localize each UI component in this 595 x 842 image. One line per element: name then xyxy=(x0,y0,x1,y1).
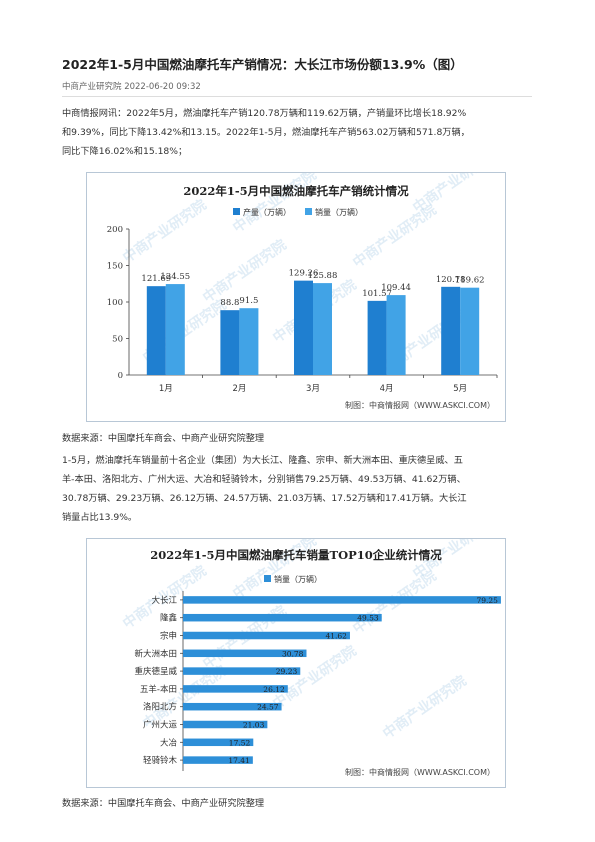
y-tick-label: 0 xyxy=(118,371,123,381)
source-note-2: 数据来源：中国摩托车商会、中商产业研究院整理 xyxy=(62,794,264,813)
bar xyxy=(313,283,332,375)
y-tick-label: 150 xyxy=(107,262,123,272)
bar xyxy=(183,738,254,747)
category-label: 新大洲本田 xyxy=(134,648,177,659)
data-label: 124.55 xyxy=(160,272,190,282)
bar xyxy=(183,685,288,693)
intro-paragraph: 中商情报网讯：2022年5月，燃油摩托车产销120.78万辆和119.62万辆，… xyxy=(62,104,470,161)
source-line: 数据来源：中国摩托车商会、中商产业研究院整理 xyxy=(62,798,265,809)
data-label: 29.23 xyxy=(276,667,298,676)
category-label: 洛阳北方 xyxy=(143,702,177,713)
bar xyxy=(183,667,301,675)
bar xyxy=(183,631,350,640)
top10-line: 羊-本田、洛阳北方、广州大运、大冶和轻骑铃木，分别销售79.25万辆、49.53… xyxy=(62,474,466,485)
watermark-text: 中商产业研究院 xyxy=(230,173,320,236)
bar xyxy=(386,295,406,375)
data-label: 125.88 xyxy=(308,271,338,281)
bar xyxy=(441,286,461,375)
bar xyxy=(146,286,166,375)
article-source-date: 中商产业研究院 2022-06-20 09:32 xyxy=(62,82,201,92)
top10-line: 30.78万辆、29.23万辆、26.12万辆、24.57万辆、21.03万辆、… xyxy=(62,493,467,504)
bar xyxy=(183,720,268,729)
data-label: 30.78 xyxy=(282,649,304,658)
category-label: 五羊-本田 xyxy=(140,684,177,695)
bar xyxy=(183,756,253,764)
category-label: 大长江 xyxy=(151,595,177,606)
category-label: 1月 xyxy=(159,384,173,394)
source-note-1: 数据来源：中国摩托车商会、中商产业研究院整理 xyxy=(62,429,264,448)
top10-line: 销量占比13.9%。 xyxy=(62,512,138,523)
data-label: 101.57 xyxy=(362,289,392,299)
chart-title: 2022年1-5月中国燃油摩托车销量TOP10企业统计情况 xyxy=(150,548,442,562)
monthly-production-sales-chart: 中商产业研究院 中商产业研究院 中商产业研究院 中商产业研究院 中商产业研究院 中商产业研… xyxy=(86,172,506,422)
data-label: 121.69 xyxy=(141,274,171,284)
top10-line: 1-5月，燃油摩托车销量前十名企业（集团）为大长江、隆鑫、宗申、新大洲本田、重庆… xyxy=(62,455,463,466)
category-label: 2月 xyxy=(232,384,246,394)
intro-line: 中商情报网讯：2022年5月，燃油摩托车产销120.78万辆和119.62万辆，… xyxy=(62,108,467,119)
chart-title: 2022年1-5月中国燃油摩托车产销统计情况 xyxy=(183,184,409,198)
bar xyxy=(239,308,259,375)
top10-paragraph: 1-5月，燃油摩托车销量前十名企业（集团）为大长江、隆鑫、宗申、新大洲本田、重庆… xyxy=(62,451,467,527)
source-line: 数据来源：中国摩托车商会、中商产业研究院整理 xyxy=(62,433,265,444)
title-divider xyxy=(62,96,532,97)
bar xyxy=(183,613,382,622)
category-label: 大冶 xyxy=(160,737,178,748)
watermark-text: 中商产业研究院 xyxy=(120,196,210,266)
data-label: 120.78 xyxy=(436,275,466,285)
bar xyxy=(367,300,387,375)
bar xyxy=(460,287,480,375)
data-label: 91.5 xyxy=(239,296,258,306)
legend-swatch xyxy=(264,575,271,582)
y-tick-label: 100 xyxy=(107,298,123,308)
intro-line: 同比下降16.02%和15.18%； xyxy=(62,146,188,157)
watermark-text: 中商产业研究院 xyxy=(410,173,500,216)
bar xyxy=(220,310,240,375)
data-label: 119.62 xyxy=(455,276,485,286)
data-label: 129.26 xyxy=(289,269,319,279)
watermark-text: 中商产业研究院 xyxy=(350,201,440,271)
data-label: 79.25 xyxy=(476,596,498,605)
data-label: 49.53 xyxy=(357,614,379,623)
chart-credit: 制图：中商情报网（WWW.ASKCI.COM） xyxy=(345,767,495,777)
y-tick-label: 50 xyxy=(112,335,123,345)
article-title: 2022年1-5月中国燃油摩托车产销情况：大长江市场份额13.9%（图） xyxy=(62,57,463,72)
category-label: 广州大运 xyxy=(143,720,178,731)
chart-credit: 制图：中商情报网（WWW.ASKCI.COM） xyxy=(345,400,495,410)
bar xyxy=(294,280,313,375)
data-label: 17.41 xyxy=(228,756,249,765)
legend-swatch xyxy=(233,208,240,215)
data-label: 41.62 xyxy=(325,632,347,641)
intro-line: 和9.39%，同比下降13.42%和13.15。2022年1-5月，燃油摩托车产… xyxy=(62,127,470,138)
category-label: 3月 xyxy=(306,384,320,394)
category-label: 轻骑铃木 xyxy=(143,755,178,766)
bar xyxy=(165,284,185,375)
legend-label: 销量（万辆） xyxy=(274,574,322,584)
data-label: 26.12 xyxy=(263,685,285,694)
category-label: 隆鑫 xyxy=(160,613,178,624)
legend-label: 销量（万辆） xyxy=(315,207,363,217)
bar xyxy=(183,649,307,658)
category-label: 宗申 xyxy=(160,631,177,642)
top10-sales-chart: 中商产业研究院 中商产业研究院 中商产业研究院 中商产业研究院 中商产业研究院 中商产业研… xyxy=(86,538,506,788)
category-label: 重庆德呈威 xyxy=(134,666,177,677)
category-label: 5月 xyxy=(453,384,467,394)
y-tick-label: 200 xyxy=(107,225,123,235)
data-label: 17.52 xyxy=(229,738,251,747)
watermark-text: 中商产业研究院 xyxy=(380,672,470,742)
legend-label: 产量（万辆） xyxy=(243,207,291,217)
legend-swatch xyxy=(305,208,312,215)
bar xyxy=(183,702,282,711)
data-label: 109.44 xyxy=(381,283,411,293)
category-label: 4月 xyxy=(380,384,394,394)
data-label: 88.8 xyxy=(220,298,239,308)
data-label: 21.03 xyxy=(243,721,265,730)
data-label: 24.57 xyxy=(257,703,279,712)
bar xyxy=(183,596,501,604)
